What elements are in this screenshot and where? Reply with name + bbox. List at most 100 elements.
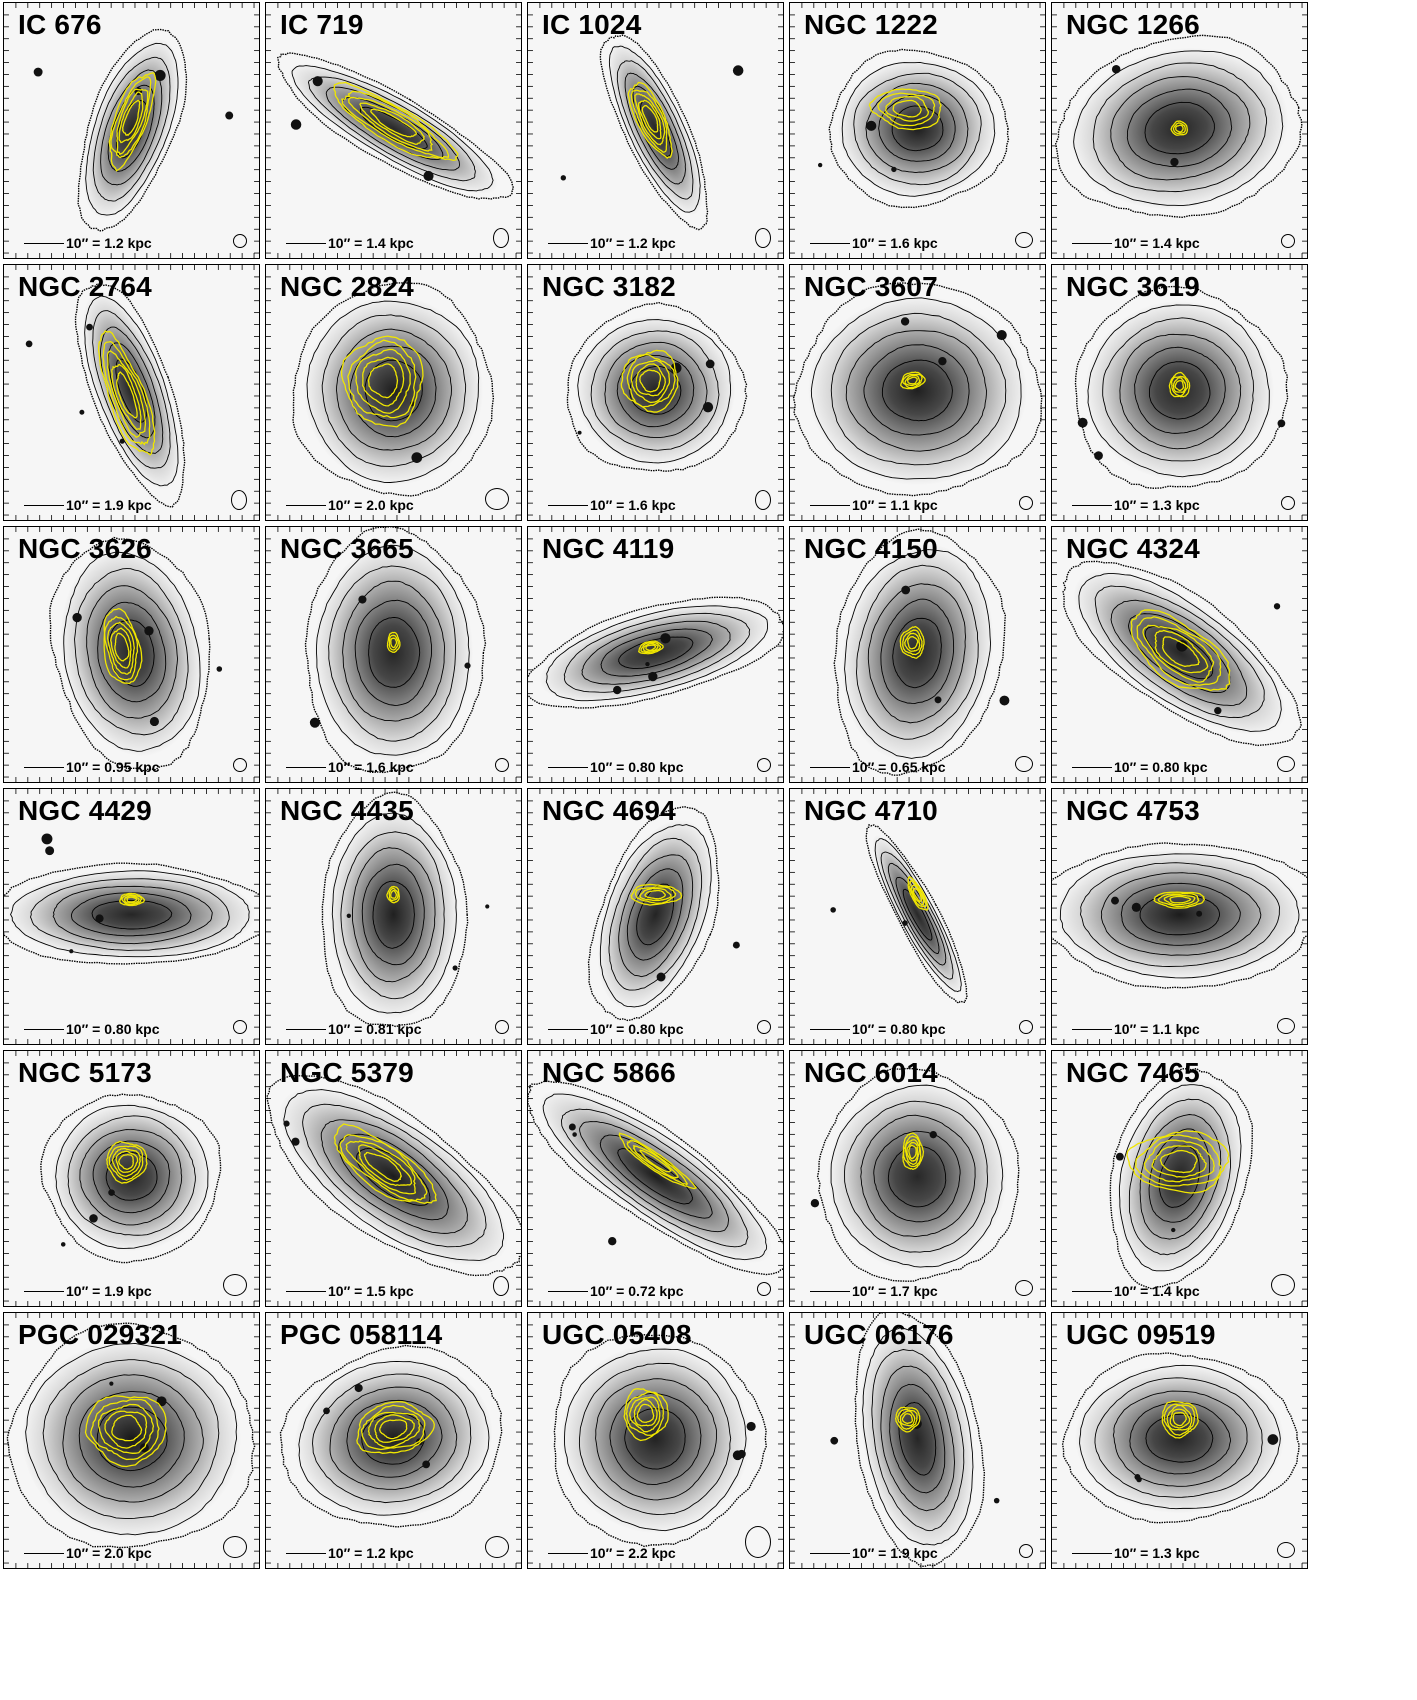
galaxy-image <box>266 1313 521 1568</box>
stellar-isophote <box>86 585 178 719</box>
galaxy-body <box>872 835 963 994</box>
gas-contour <box>1159 1149 1198 1174</box>
stellar-isophote <box>865 82 969 174</box>
gas-contour <box>348 96 434 152</box>
foreground-star <box>929 1130 937 1139</box>
beam-ellipse <box>757 1020 771 1034</box>
galaxy-panel: UGC 09519 10″ = 1.3 kpc <box>1051 1312 1308 1569</box>
galaxy-name: NGC 4119 <box>542 533 675 564</box>
galaxy-image <box>1052 527 1307 782</box>
galaxy-name: NGC 4694 <box>542 795 676 826</box>
scale-bar-label: 10″ = 0.80 kpc <box>852 1021 946 1037</box>
scale-bar-label: 10″ = 2.2 kpc <box>590 1545 676 1561</box>
stellar-isophote <box>346 1399 443 1478</box>
stellar-isophote <box>351 847 436 983</box>
foreground-star <box>354 1383 363 1393</box>
gas-contour <box>645 644 657 651</box>
galaxy-name: NGC 3182 <box>542 271 676 302</box>
foreground-star <box>1094 451 1103 460</box>
gas-contour <box>118 91 144 144</box>
scale-bar: 10″ = 1.9 kpc <box>24 1283 152 1299</box>
gas-contour <box>1170 375 1189 397</box>
gas-contour <box>909 879 927 908</box>
gas-contour <box>103 607 143 685</box>
foreground-star <box>25 340 33 348</box>
stellar-isophote <box>578 1362 732 1515</box>
gas-contour <box>360 1404 426 1451</box>
scale-bar: 10″ = 1.5 kpc <box>286 1283 414 1299</box>
gas-contour <box>367 1411 421 1449</box>
stellar-isophote <box>871 1349 965 1532</box>
galaxy-name: NGC 3626 <box>18 533 152 564</box>
scale-bar-line <box>548 1290 588 1292</box>
stellar-isophote <box>279 1344 503 1528</box>
galaxy-panel: NGC 4429 10″ = 0.80 kpc <box>3 788 260 1045</box>
gas-contour <box>361 356 405 407</box>
gas-contour <box>374 1414 415 1443</box>
galaxy-name: IC 676 <box>18 9 102 40</box>
galaxy-name: NGC 4710 <box>804 795 938 826</box>
galaxy-panel: NGC 2764 10″ = 1.9 kpc <box>3 264 260 521</box>
stellar-isophote <box>1128 613 1231 693</box>
gas-contour <box>630 359 671 404</box>
gas-contour <box>626 1140 689 1186</box>
galaxy-name: NGC 4753 <box>1066 795 1200 826</box>
galaxy-name: NGC 5173 <box>18 1057 152 1088</box>
galaxy-image <box>266 265 521 520</box>
stellar-isophote <box>30 878 230 951</box>
gas-contour <box>340 335 424 428</box>
beam-ellipse <box>495 758 509 772</box>
gas-contour <box>1172 1411 1187 1427</box>
gas-contour <box>644 889 666 900</box>
stellar-isophote <box>810 297 1022 480</box>
foreground-star <box>1136 1476 1142 1483</box>
foreground-star <box>891 166 897 173</box>
galaxy-panel: NGC 4119 10″ = 0.80 kpc <box>527 526 784 783</box>
foreground-star <box>1171 1227 1176 1233</box>
galaxy-image <box>790 527 1045 782</box>
gas-contour <box>104 1410 148 1449</box>
gas-contour <box>1172 122 1186 135</box>
stellar-isophote <box>1100 872 1262 956</box>
stellar-isophote <box>792 282 1043 497</box>
stellar-isophote <box>1052 842 1307 989</box>
galaxy-name: NGC 4429 <box>18 795 152 826</box>
gas-contour <box>356 1400 435 1454</box>
gas-contour <box>907 635 919 650</box>
scale-bar-line <box>548 766 588 768</box>
gas-contour <box>114 632 130 662</box>
foreground-star <box>108 1189 115 1196</box>
scale-bar-line <box>286 1552 326 1554</box>
gas-contour <box>386 885 401 904</box>
stellar-isophote <box>55 1104 209 1249</box>
gas-contour <box>84 1395 167 1468</box>
stellar-isophote <box>1110 599 1248 706</box>
stellar-isophote <box>624 72 686 185</box>
scale-bar: 10″ = 0.81 kpc <box>286 1021 422 1037</box>
gas-contour <box>359 102 425 145</box>
foreground-star <box>1111 896 1119 905</box>
foreground-star <box>156 1396 167 1407</box>
galaxy-image <box>4 265 259 520</box>
gas-contour <box>904 632 921 652</box>
scale-bar-label: 10″ = 1.4 kpc <box>328 235 414 251</box>
scale-bar-label: 10″ = 0.65 kpc <box>852 759 946 775</box>
scale-bar-label: 10″ = 0.80 kpc <box>1114 759 1208 775</box>
gas-contour <box>902 629 923 656</box>
gas-contour <box>110 627 132 669</box>
galaxy-image <box>790 789 1045 1044</box>
galaxy-panel: NGC 7465 10″ = 1.4 kpc <box>1051 1050 1308 1307</box>
scale-bar-line <box>810 1552 850 1554</box>
stellar-isophote <box>599 1134 713 1219</box>
foreground-star <box>648 671 658 682</box>
foreground-star <box>358 595 367 604</box>
stellar-isophote <box>542 1093 768 1261</box>
foreground-star <box>660 633 671 644</box>
gas-contour <box>892 99 922 118</box>
scale-bar: 10″ = 0.72 kpc <box>548 1283 684 1299</box>
gas-contour <box>641 104 659 133</box>
stellar-isophote <box>1145 1413 1214 1463</box>
gas-contour <box>390 889 398 899</box>
scale-bar-line <box>1072 1552 1112 1554</box>
gas-contour <box>1130 609 1231 692</box>
